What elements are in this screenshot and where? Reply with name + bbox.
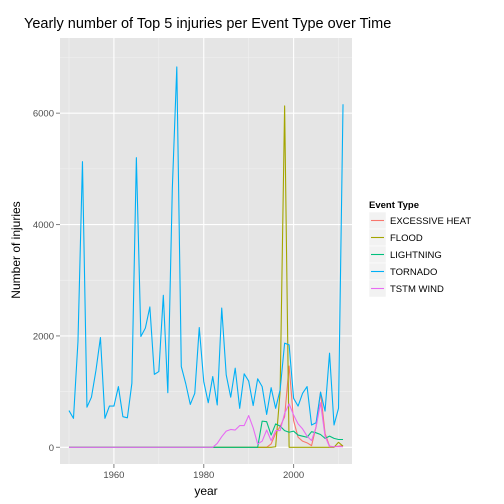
series-line-tstm-wind (68, 402, 344, 448)
legend-item: LIGHTNING (368, 245, 442, 264)
y-tick-label: 6000 (33, 109, 54, 120)
y-axis-title: Number of injuries (9, 201, 23, 298)
legend-label: EXCESSIVE HEAT (390, 216, 471, 227)
y-axis: 0 2000 4000 6000 (33, 109, 60, 454)
x-axis-title: year (194, 484, 217, 498)
legend-item: TSTM WIND (368, 279, 444, 298)
x-tick-label: 2000 (283, 470, 304, 481)
legend: Event Type EXCESSIVE HEAT FLOOD LIGHTNING T… (368, 200, 471, 298)
legend-label: LIGHTNING (390, 250, 442, 261)
legend-label: FLOOD (390, 233, 423, 244)
legend-item: FLOOD (368, 228, 423, 247)
x-axis: 1960 1980 2000 (103, 464, 304, 481)
legend-items: EXCESSIVE HEAT FLOOD LIGHTNING TORNADO TSTM … (368, 211, 471, 298)
series-lines (68, 66, 344, 448)
y-tick-label: 2000 (33, 331, 54, 342)
legend-label: TORNADO (390, 267, 437, 278)
legend-item: TORNADO (368, 262, 437, 281)
x-tick-label: 1960 (103, 470, 124, 481)
series-line-tornado (68, 66, 344, 426)
series-line-lightning (68, 420, 344, 448)
y-tick-label: 4000 (33, 220, 54, 231)
legend-title: Event Type (369, 200, 419, 211)
legend-label: TSTM WIND (390, 284, 444, 295)
x-tick-label: 1980 (193, 470, 214, 481)
y-tick-label: 0 (49, 443, 54, 454)
series-line-flood (68, 105, 344, 448)
legend-item: EXCESSIVE HEAT (368, 211, 471, 230)
chart-title: Yearly number of Top 5 injuries per Even… (24, 16, 391, 32)
